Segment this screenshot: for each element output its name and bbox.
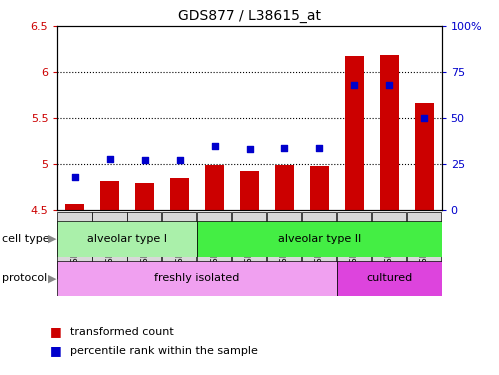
FancyBboxPatch shape bbox=[372, 212, 406, 278]
Text: GSM26971: GSM26971 bbox=[245, 220, 254, 269]
FancyBboxPatch shape bbox=[267, 212, 301, 278]
Bar bbox=[205, 165, 224, 210]
FancyBboxPatch shape bbox=[302, 212, 336, 278]
FancyBboxPatch shape bbox=[232, 212, 266, 278]
Bar bbox=[380, 55, 399, 210]
Bar bbox=[170, 178, 189, 210]
Text: GSM26970: GSM26970 bbox=[210, 220, 219, 269]
Bar bbox=[345, 56, 364, 210]
FancyBboxPatch shape bbox=[92, 212, 127, 278]
Bar bbox=[100, 181, 119, 210]
Bar bbox=[275, 165, 294, 210]
Bar bbox=[65, 204, 84, 210]
Text: GDS877 / L38615_at: GDS877 / L38615_at bbox=[178, 9, 321, 23]
Text: ■: ■ bbox=[50, 344, 66, 357]
Bar bbox=[310, 166, 329, 210]
FancyBboxPatch shape bbox=[127, 212, 162, 278]
Text: GSM26980: GSM26980 bbox=[140, 220, 149, 269]
Text: ▶: ▶ bbox=[48, 273, 57, 284]
Point bbox=[315, 144, 323, 150]
Text: percentile rank within the sample: percentile rank within the sample bbox=[70, 346, 258, 355]
Text: GSM26975: GSM26975 bbox=[385, 220, 394, 269]
Point bbox=[420, 115, 428, 121]
Text: alveolar type II: alveolar type II bbox=[278, 234, 361, 244]
Bar bbox=[415, 102, 434, 210]
Text: GSM26974: GSM26974 bbox=[350, 220, 359, 269]
Point bbox=[350, 82, 358, 88]
Text: alveolar type I: alveolar type I bbox=[87, 234, 167, 244]
Point bbox=[385, 82, 393, 88]
FancyBboxPatch shape bbox=[57, 221, 197, 257]
FancyBboxPatch shape bbox=[337, 261, 442, 296]
FancyBboxPatch shape bbox=[337, 212, 371, 278]
Text: ▶: ▶ bbox=[48, 234, 57, 244]
Point bbox=[141, 158, 149, 164]
Point bbox=[71, 174, 79, 180]
Point bbox=[176, 158, 184, 164]
Text: cell type: cell type bbox=[2, 234, 50, 244]
FancyBboxPatch shape bbox=[407, 212, 441, 278]
Point bbox=[211, 143, 219, 149]
Text: GSM26981: GSM26981 bbox=[175, 220, 184, 269]
Point bbox=[280, 144, 288, 150]
Text: GSM26973: GSM26973 bbox=[315, 220, 324, 269]
FancyBboxPatch shape bbox=[197, 221, 442, 257]
Bar bbox=[240, 171, 259, 210]
Text: protocol: protocol bbox=[2, 273, 48, 284]
Text: GSM26972: GSM26972 bbox=[280, 220, 289, 269]
Text: freshly isolated: freshly isolated bbox=[154, 273, 240, 284]
Text: GSM26979: GSM26979 bbox=[105, 220, 114, 269]
Text: GSM26977: GSM26977 bbox=[70, 220, 79, 269]
Text: GSM26976: GSM26976 bbox=[420, 220, 429, 269]
Point bbox=[246, 146, 253, 152]
FancyBboxPatch shape bbox=[57, 261, 337, 296]
Point bbox=[106, 156, 114, 162]
Bar bbox=[135, 183, 154, 210]
FancyBboxPatch shape bbox=[162, 212, 197, 278]
Text: cultured: cultured bbox=[366, 273, 412, 284]
FancyBboxPatch shape bbox=[197, 212, 232, 278]
Text: ■: ■ bbox=[50, 326, 66, 338]
FancyBboxPatch shape bbox=[57, 212, 92, 278]
Text: transformed count: transformed count bbox=[70, 327, 174, 337]
